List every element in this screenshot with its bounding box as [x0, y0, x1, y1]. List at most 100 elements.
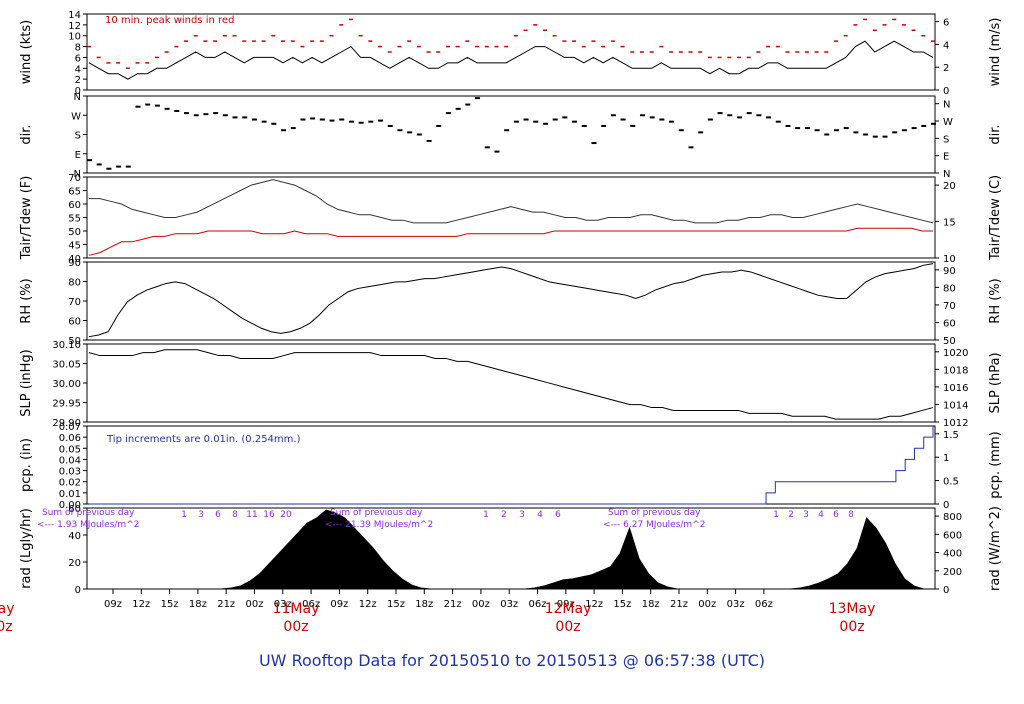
series-line — [88, 349, 934, 420]
y-axis-label: rad (Lgly/hr) — [19, 508, 34, 589]
dir-point — [106, 167, 112, 170]
dir-point — [572, 120, 578, 123]
dir-point — [843, 127, 849, 130]
dir-point — [484, 146, 490, 149]
dir-point — [513, 120, 519, 123]
x-tick-label: 03z — [727, 599, 745, 610]
rad-hour-mark: 20 — [280, 510, 292, 520]
y-tick-label: 70 — [68, 297, 81, 308]
x-tick-label: 03z — [274, 599, 292, 610]
dir-point — [184, 112, 190, 115]
dir-point — [746, 112, 752, 115]
dir-point — [203, 113, 209, 116]
y-tick-label: 30.05 — [52, 360, 81, 371]
x-tick-label: 18z — [189, 599, 207, 610]
dir-point — [397, 129, 403, 132]
dir-point — [523, 118, 529, 121]
tdew-line — [88, 227, 933, 256]
dir-point — [319, 118, 325, 121]
chart-title: UW Rooftop Data for 20150510 to 20150513… — [259, 651, 765, 670]
rad-sum-label: Sum of previous day — [608, 508, 701, 518]
y-axis-label-right: wind (m/s) — [988, 18, 1003, 87]
dir-point — [465, 103, 471, 106]
rad-hour-mark: 4 — [537, 510, 543, 520]
y-tick-label: 0.00 — [59, 500, 81, 511]
panel-frame — [86, 507, 936, 590]
x-tick-label: 00z — [246, 599, 264, 610]
y-tick-label-right: W — [943, 117, 953, 128]
y-tick-label-right: 1020 — [943, 348, 968, 359]
dir-point — [193, 114, 199, 117]
y-tick-label-right: N — [943, 169, 950, 180]
day-hour-label: 00z — [0, 619, 13, 635]
y-axis-label-right: rad (W/m^2) — [988, 506, 1003, 591]
series-line — [88, 40, 934, 80]
x-tick-label: 15z — [613, 599, 631, 610]
dir-point — [698, 131, 704, 134]
y-tick-label: 50 — [68, 227, 81, 238]
dir-point — [504, 129, 510, 132]
dir-point — [649, 116, 655, 119]
dir-point — [348, 120, 354, 123]
x-tick-label: 15z — [161, 599, 179, 610]
dir-point — [310, 117, 316, 120]
dir-point — [145, 103, 151, 106]
y-tick-label: N — [74, 169, 81, 180]
rad-sum-value: <--- 6.27 MJoules/m^2 — [603, 520, 705, 530]
y-tick-label: 6 — [75, 53, 81, 64]
x-tick-label: 21z — [217, 599, 235, 610]
panel-frame — [86, 95, 936, 174]
dir-point — [116, 165, 122, 168]
y-tick-label-right: 20 — [943, 181, 956, 192]
y-tick-label: 80 — [68, 278, 81, 289]
rad-hour-mark: 3 — [803, 510, 809, 520]
y-tick-label: E — [75, 150, 81, 161]
y-axis-label-right: SLP (hPa) — [988, 352, 1003, 413]
dir-point — [853, 131, 859, 134]
rad-hour-mark: 6 — [555, 510, 561, 520]
dir-point — [669, 120, 675, 123]
y-tick-label: 65 — [68, 187, 81, 198]
dir-point — [610, 114, 616, 117]
x-tick-label: 00z — [472, 599, 490, 610]
y-axis-label: RH (%) — [19, 278, 34, 323]
y-axis-label: pcp. (in) — [19, 438, 34, 492]
y-tick-label: 45 — [68, 241, 81, 252]
day-label: May — [0, 601, 14, 617]
y-tick-label-right: 80 — [943, 283, 956, 294]
y-tick-label-right: 0 — [943, 500, 949, 511]
dir-point — [290, 127, 296, 130]
y-tick-label-right: 0 — [943, 86, 949, 97]
dir-point — [251, 118, 257, 121]
day-label: 11May — [273, 601, 320, 617]
rad-sum-label: Sum of previous day — [42, 508, 135, 518]
dir-point — [154, 104, 160, 107]
y-tick-label: 29.90 — [52, 418, 81, 429]
dir-point — [591, 142, 597, 145]
x-tick-label: 09z — [104, 599, 122, 610]
dir-point — [795, 127, 801, 130]
dir-point — [135, 105, 141, 108]
y-axis-label-right: pcp. (mm) — [988, 431, 1003, 498]
dir-point — [416, 133, 422, 136]
y-tick-label-right: 1012 — [943, 418, 968, 429]
y-tick-label: 0.03 — [59, 467, 81, 478]
y-tick-label-right: 1014 — [943, 400, 968, 411]
y-tick-label: 40 — [68, 531, 81, 542]
dir-point — [756, 114, 762, 117]
rad-hour-mark: 11 — [246, 510, 257, 520]
y-tick-label-right: 800 — [943, 512, 962, 523]
dir-point — [707, 118, 713, 121]
y-tick-label: 0.05 — [59, 444, 81, 455]
rad-hour-mark: 8 — [232, 510, 238, 520]
dir-point — [542, 122, 548, 125]
y-tick-label-right: 400 — [943, 549, 962, 560]
y-tick-label: 10 — [68, 32, 81, 43]
rad-hour-mark: 3 — [519, 510, 525, 520]
rad-hour-mark: 2 — [501, 510, 507, 520]
dir-point — [426, 139, 432, 142]
y-tick-label: N — [74, 92, 81, 103]
dir-point — [358, 121, 364, 124]
